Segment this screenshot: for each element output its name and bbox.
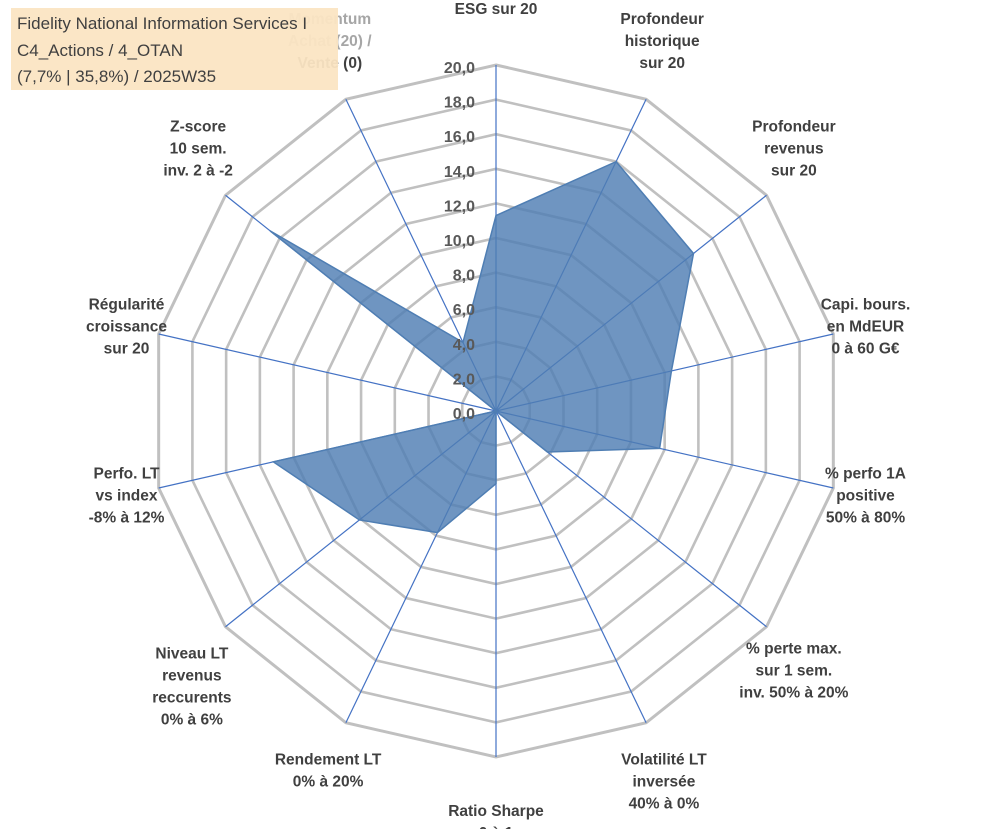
axis-label: -8% à 12% — [89, 509, 165, 526]
axis-label: Profondeur — [752, 118, 836, 135]
axis-spoke — [495, 410, 647, 723]
axis-label: revenus — [162, 668, 221, 685]
axis-label: Capi. bours. — [821, 297, 911, 314]
axis-label: 0 à 60 G€ — [831, 341, 899, 358]
axis-label: en MdEUR — [827, 319, 905, 336]
tick-label: 16,0 — [444, 129, 475, 146]
title-box — [11, 8, 338, 90]
axis-label: Régularité — [89, 297, 165, 314]
axis-label: Ratio Sharpe — [448, 803, 544, 820]
title-line-3: (7,7% | 35,8%) / 2025W35 — [17, 67, 217, 86]
axis-label: Perfo. LT — [93, 465, 160, 482]
title-line-2: C4_Actions / 4_OTAN — [17, 41, 183, 60]
tick-label: 0,0 — [453, 406, 475, 423]
tick-label: 14,0 — [444, 164, 475, 181]
axis-label: sur 20 — [771, 162, 817, 179]
data-series-area — [269, 160, 695, 534]
axis-label: sur 20 — [639, 55, 685, 72]
axis-label: vs index — [95, 487, 157, 504]
axis-label: % perte max. — [746, 641, 842, 658]
axis-label: 50% à 80% — [826, 509, 905, 526]
axis-label: reccurents — [152, 690, 231, 707]
tick-label: 8,0 — [453, 268, 475, 285]
axis-label: 0% à 6% — [161, 712, 223, 729]
axis-label: Niveau LT — [155, 646, 228, 663]
axis-label: Profondeur — [620, 11, 704, 28]
tick-label: 6,0 — [453, 302, 475, 319]
axis-label: % perfo 1A — [825, 465, 906, 482]
axis-label: historique — [625, 33, 700, 50]
axis-label: Rendement LT — [275, 752, 382, 769]
tick-label: 12,0 — [444, 198, 475, 215]
axis-label: 40% à 0% — [629, 796, 700, 813]
axis-label: croissance — [86, 319, 167, 336]
tick-label: 10,0 — [444, 233, 475, 250]
axis-label: sur 1 sem. — [756, 663, 833, 680]
tick-label: 4,0 — [453, 337, 475, 354]
axis-label: Volatilité LT — [621, 752, 707, 769]
axis-label: ESG sur 20 — [455, 1, 538, 18]
axis-label: inversée — [632, 774, 695, 791]
axis-label: inv. 50% à 20% — [739, 685, 848, 702]
axis-label: sur 20 — [104, 341, 150, 358]
axis-label: 0% à 20% — [293, 774, 364, 791]
axis-label: Z-score — [170, 118, 226, 135]
tick-label: 18,0 — [444, 95, 475, 112]
axis-label: 10 sem. — [170, 140, 227, 157]
axis-label: inv. 2 à -2 — [163, 162, 233, 179]
tick-label: 20,0 — [444, 60, 475, 77]
axis-spoke — [158, 333, 497, 412]
axis-label: positive — [836, 487, 895, 504]
axis-label: 0 à 1 — [479, 825, 514, 829]
title-line-1: Fidelity National Information Services I — [17, 14, 308, 33]
tick-label: 2,0 — [453, 371, 475, 388]
axis-label: revenus — [764, 140, 823, 157]
